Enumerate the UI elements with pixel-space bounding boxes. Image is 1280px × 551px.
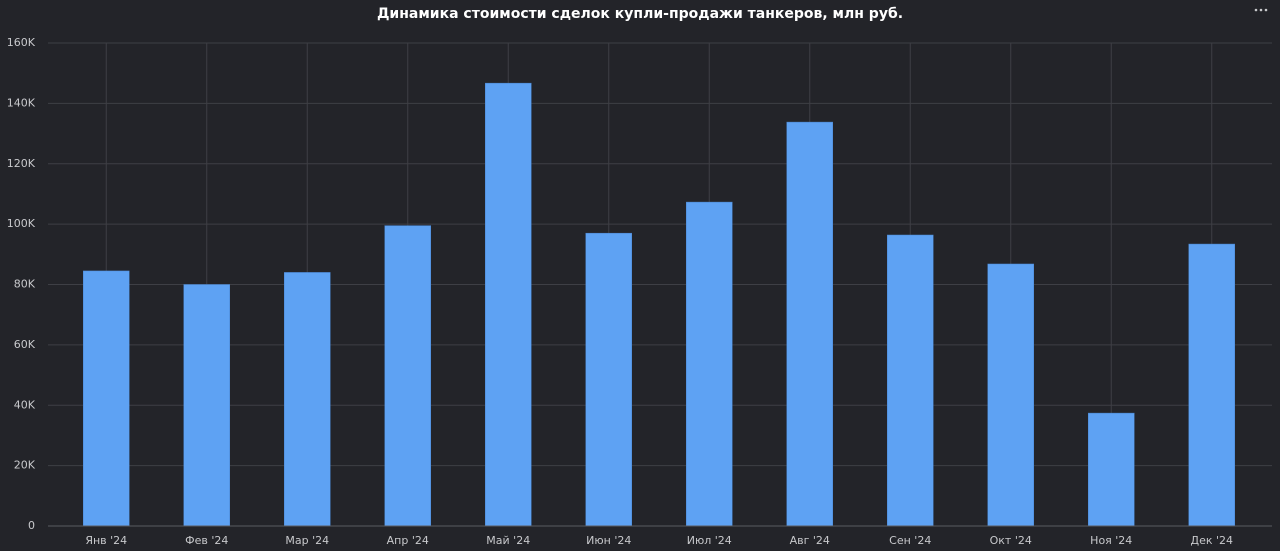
y-tick-label: 40K	[14, 398, 36, 411]
x-tick-label: Дек '24	[1190, 534, 1233, 547]
menu-button[interactable]	[1254, 8, 1268, 12]
y-tick-label: 20K	[14, 459, 36, 472]
y-tick-label: 60K	[14, 338, 36, 351]
bar	[686, 201, 733, 527]
bar	[284, 272, 331, 527]
x-tick-label: Авг '24	[790, 534, 830, 547]
x-tick-label: Июн '24	[586, 534, 631, 547]
bar	[1088, 412, 1135, 527]
y-tick-label: 80K	[14, 278, 36, 291]
bar	[384, 225, 431, 527]
x-tick-label: Сен '24	[889, 534, 931, 547]
bar	[987, 263, 1034, 527]
bar	[83, 270, 130, 527]
menu-dot	[1264, 8, 1268, 12]
menu-dot	[1259, 8, 1263, 12]
x-tick-label: Окт '24	[990, 534, 1032, 547]
bar	[485, 82, 532, 527]
bar	[585, 232, 632, 527]
bar	[183, 284, 230, 527]
x-tick-label: Мар '24	[285, 534, 329, 547]
x-tick-label: Май '24	[486, 534, 530, 547]
y-tick-label: 100K	[7, 217, 36, 230]
y-tick-label: 120K	[7, 157, 36, 170]
x-tick-label: Фев '24	[185, 534, 228, 547]
bar	[887, 234, 934, 527]
x-tick-label: Янв '24	[85, 534, 127, 547]
x-tick-label: Апр '24	[387, 534, 429, 547]
bar	[1188, 243, 1235, 527]
y-tick-label: 140K	[7, 96, 36, 109]
x-tick-label: Ноя '24	[1090, 534, 1132, 547]
chart-title: Динамика стоимости сделок купли-продажи …	[377, 6, 903, 22]
x-tick-label: Июл '24	[687, 534, 732, 547]
bar	[786, 121, 833, 527]
y-tick-label: 160K	[7, 36, 36, 49]
y-tick-label: 0	[28, 519, 35, 532]
menu-dot	[1254, 8, 1258, 12]
